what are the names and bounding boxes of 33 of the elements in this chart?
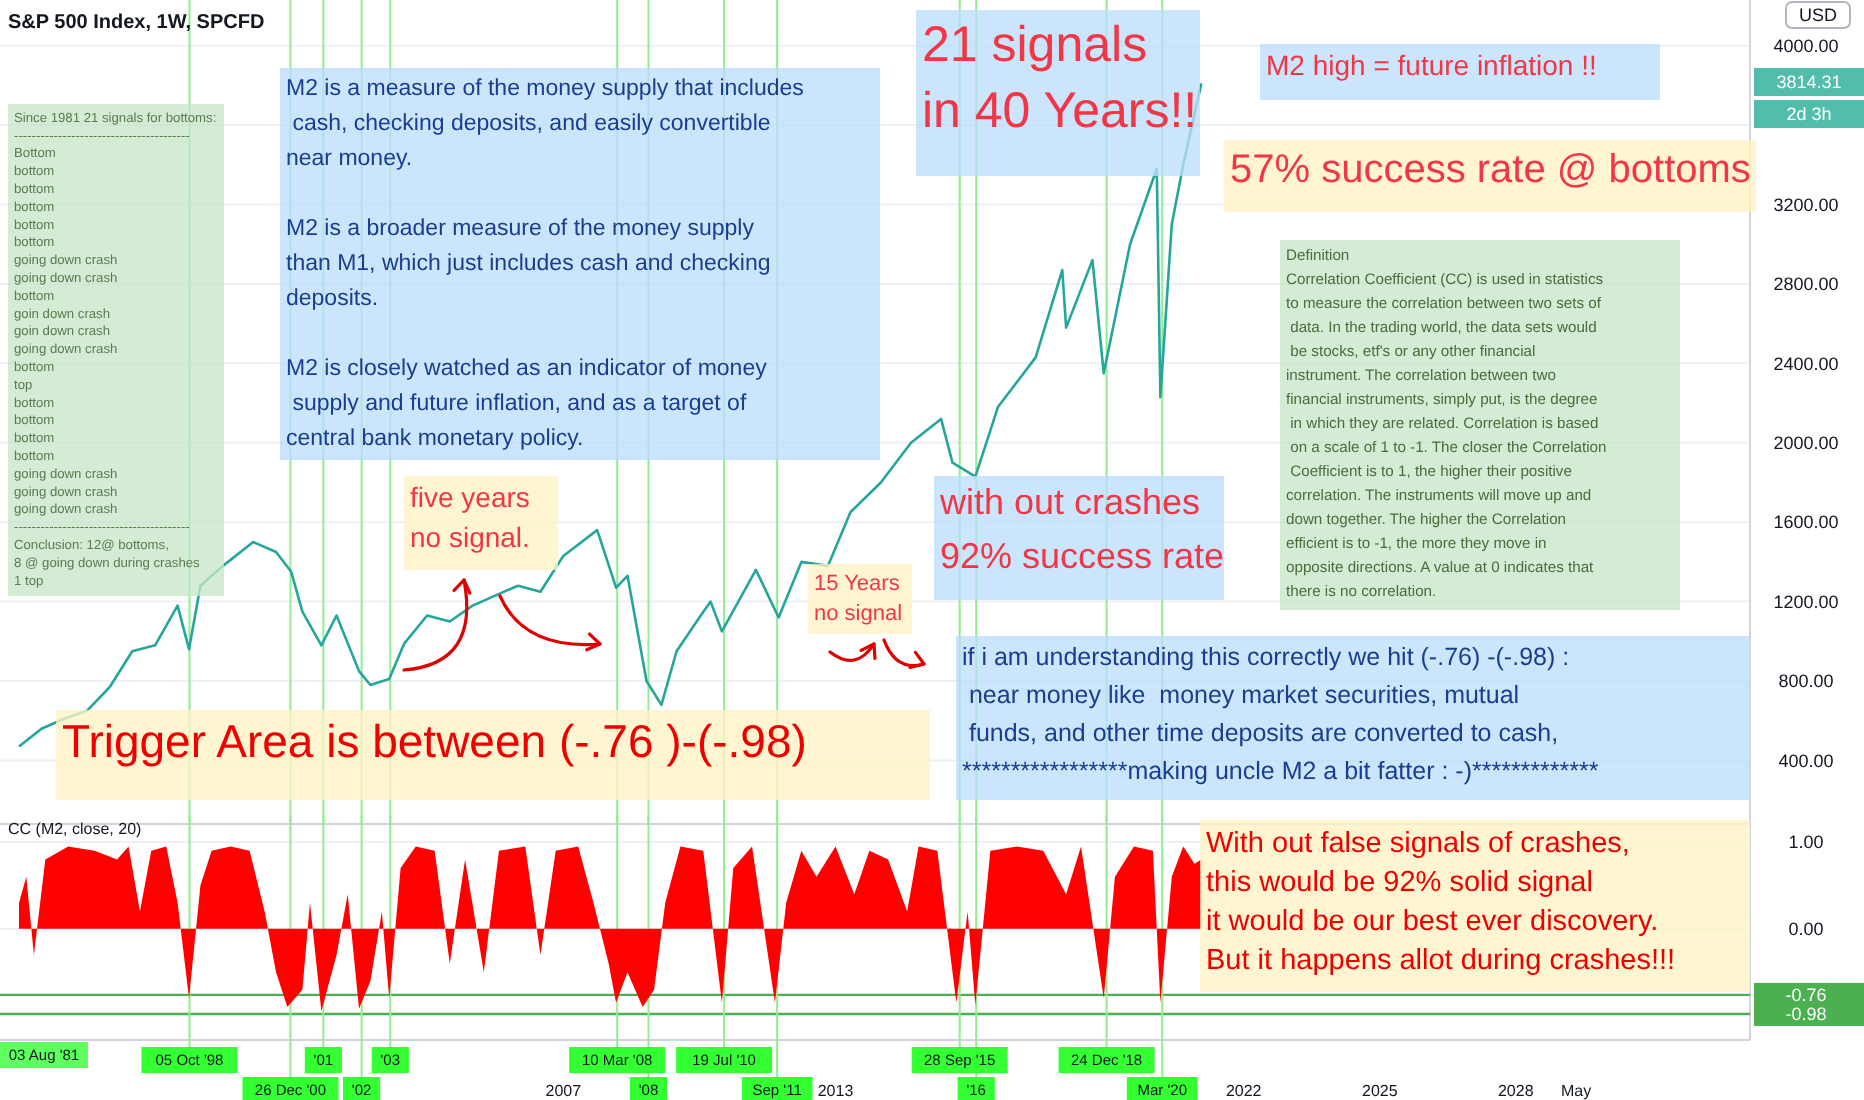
y-tick-label: 1600.00 — [1773, 512, 1839, 533]
y-tick-label: 1200.00 — [1773, 591, 1839, 612]
annotation: with out crashes 92% success rate — [938, 482, 1225, 577]
annotation: Trigger Area is between (-.76 )-(-.98) — [62, 715, 807, 768]
y-tick-label: 2000.00 — [1773, 433, 1839, 454]
ref-line-label: -0.98 — [1785, 1004, 1827, 1025]
annotation: With out false signals of crashes, this would be 92% solid signal it would be our best ever discovery. But it happens allot during crashes!!! — [1206, 828, 1676, 978]
x-tick-label: May — [1561, 1081, 1592, 1100]
x-tick-label: 2028 — [1497, 1081, 1535, 1100]
text: USD — [1798, 5, 1838, 26]
y-tick-label: 0.00 — [1788, 919, 1824, 940]
annotation: if i am understanding this correctly we hit (-.76) -(-.98) : near money like money market securities, mutual funds, and other time deposits are converted to cash, *****************making uncle M2 a bit fatter : -)************* — [962, 642, 1599, 785]
annotation: five years no signal. — [410, 481, 530, 554]
chart-title: CC (M2, close, 20) — [8, 820, 143, 838]
ref-line-label: -0.76 — [1785, 985, 1827, 1006]
annotation: 57% success rate @ bottoms — [1230, 148, 1751, 192]
y-tick-label: 1.00 — [1788, 832, 1824, 853]
annotation: 21 signals in 40 Years!! — [922, 17, 1198, 139]
x-tick-label: 2007 — [545, 1081, 583, 1100]
annotation: M2 high = future inflation !! — [1266, 49, 1597, 82]
x-tick-label: 2013 — [817, 1081, 855, 1100]
y-tick-label: 2800.00 — [1773, 274, 1839, 295]
y-tick-label: 800.00 — [1778, 671, 1834, 692]
y-tick-label: 400.00 — [1778, 750, 1834, 771]
text: 3814.31 — [1776, 72, 1842, 93]
text: 2d 3h — [1786, 104, 1832, 125]
y-tick-label: 4000.00 — [1773, 35, 1839, 56]
text: S&P 500 Index, 1W, SPCFD — [8, 12, 265, 34]
y-tick-label: 3200.00 — [1773, 194, 1839, 215]
x-tick-label: 2022 — [1225, 1081, 1263, 1100]
x-tick-label: 2025 — [1362, 1081, 1399, 1100]
y-tick-label: 2400.00 — [1773, 353, 1839, 374]
text: M2 is a measure of the money supply that includes cash, checking deposits, and easily convertible near money. M2 is a broader measure of the money supply than M1, which just includes cash and checking deposits. M2 is closely watched as an indicator of money supply and future inflation, and as a target of central bank monetary policy. — [286, 76, 804, 451]
